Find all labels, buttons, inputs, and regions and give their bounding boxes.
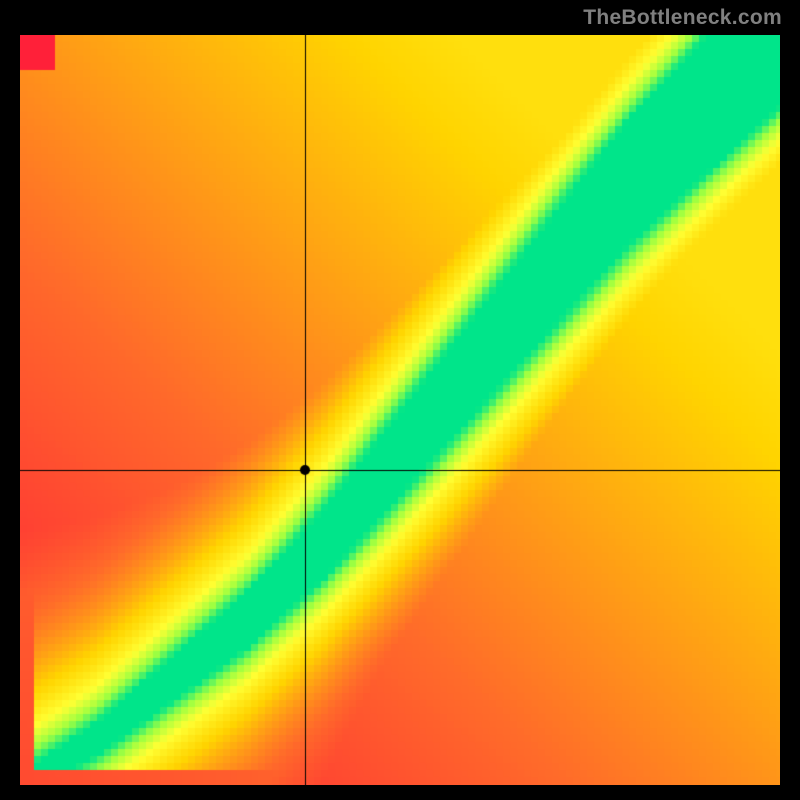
bottleneck-heatmap <box>20 35 780 785</box>
watermark-text: TheBottleneck.com <box>583 6 782 30</box>
heatmap-canvas <box>20 35 780 785</box>
